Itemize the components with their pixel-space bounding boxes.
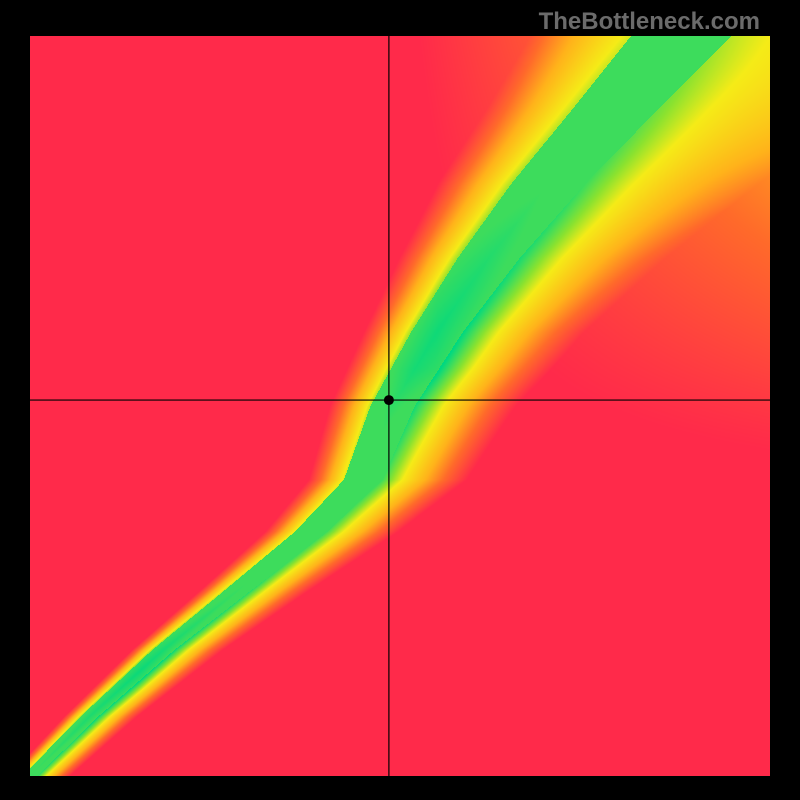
- bottleneck-heatmap: [30, 36, 770, 776]
- watermark-text: TheBottleneck.com: [539, 8, 760, 36]
- chart-container: TheBottleneck.com: [0, 0, 800, 800]
